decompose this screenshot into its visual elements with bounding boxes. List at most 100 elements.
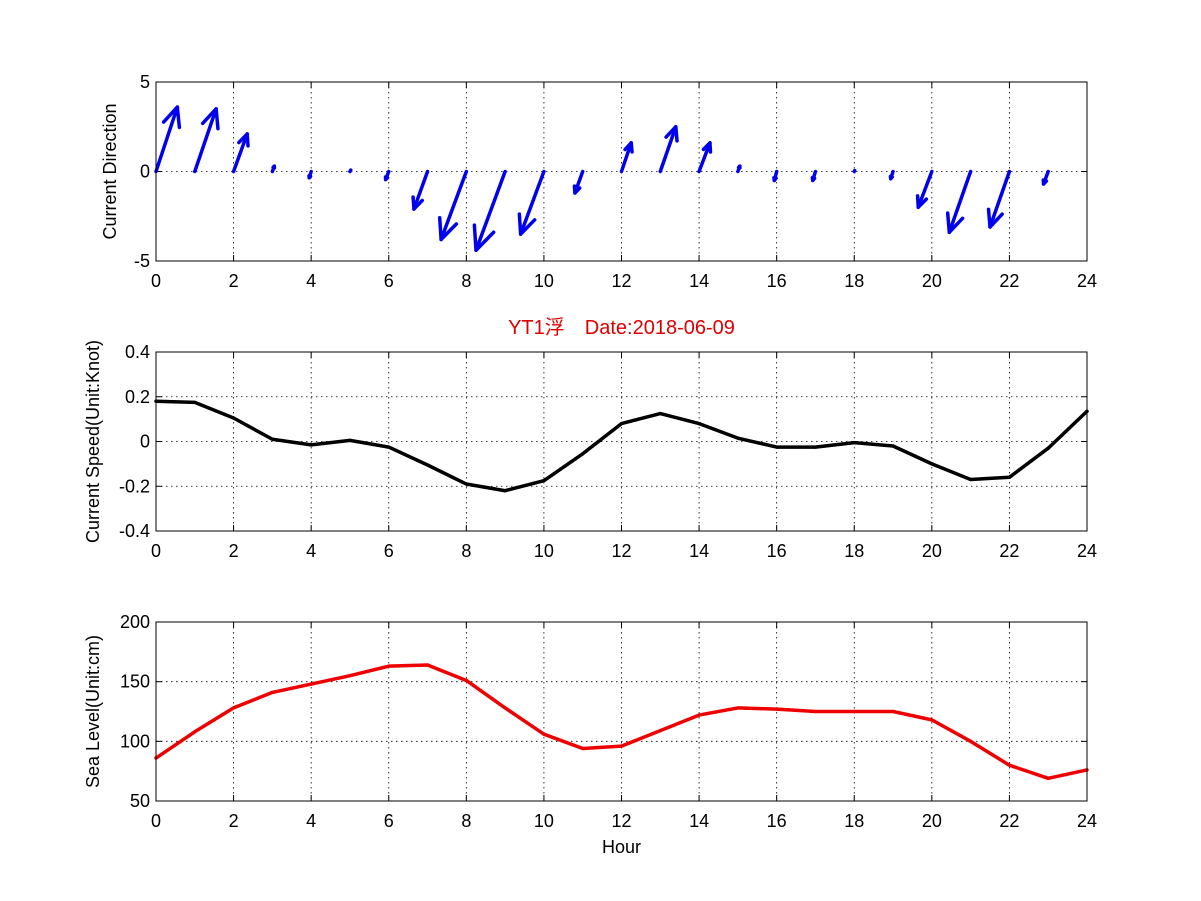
current-vector-shaft xyxy=(518,169,546,236)
current-vector-arrow xyxy=(658,125,679,174)
current-vector-arrow xyxy=(915,169,934,210)
sea-level-data-point xyxy=(581,746,585,751)
sea-level-plot-area xyxy=(156,622,1087,801)
speed-data-point xyxy=(503,489,507,493)
sea-level-x-tick-label: 12 xyxy=(611,811,631,831)
current-vector-head xyxy=(161,105,182,130)
speed-data-point xyxy=(348,438,352,442)
speed-data-point xyxy=(309,443,313,447)
current-vector-arrow xyxy=(307,169,313,180)
speed-data-point xyxy=(231,416,236,420)
sea-level-data-point xyxy=(852,709,856,714)
current-vector-head xyxy=(437,216,459,242)
current-vector-head xyxy=(664,125,679,143)
speed-data-point xyxy=(852,441,856,445)
current-vector-head xyxy=(945,211,965,235)
sea-level-data-point xyxy=(270,690,274,695)
sea-level-x-tick-label: 10 xyxy=(534,811,554,831)
sea-level-x-tick-label: 24 xyxy=(1077,811,1097,831)
current-vector-arrow xyxy=(572,169,585,195)
speed-x-tick-label: 18 xyxy=(844,541,864,561)
current-vector-shaft xyxy=(412,169,430,211)
sea-level-data-point xyxy=(1007,763,1012,767)
speed-y-tick-label: -0.4 xyxy=(119,521,150,541)
sea-level-y-tick-label: 50 xyxy=(130,791,150,811)
sea-level-x-tick-label: 18 xyxy=(844,811,864,831)
sea-level-data-point xyxy=(542,732,546,736)
speed-y-axis-label: Current Speed(Unit:Knot) xyxy=(83,340,103,543)
sea-level-data-point xyxy=(348,674,352,678)
speed-y-tick-label: 0.4 xyxy=(125,342,150,362)
direction-x-tick-label: 24 xyxy=(1077,271,1097,291)
speed-data-point xyxy=(1046,446,1050,450)
current-vector-head xyxy=(472,223,496,253)
current-vector-head xyxy=(200,107,220,131)
direction-axes-frame xyxy=(155,81,1088,262)
speed-x-tick-label: 8 xyxy=(461,541,471,561)
direction-x-tick-label: 20 xyxy=(922,271,942,291)
current-vector-arrow xyxy=(945,169,973,235)
speed-data-point xyxy=(1007,475,1012,479)
sea-level-data-point xyxy=(503,706,507,710)
sea-level-x-tick-label: 6 xyxy=(384,811,394,831)
current-vector-arrow xyxy=(517,169,546,236)
current-vector-arrow xyxy=(772,169,779,183)
current-vector-shaft xyxy=(193,107,218,174)
sea-level-data-point xyxy=(193,730,197,734)
speed-data-point xyxy=(813,445,818,449)
direction-x-tick-label: 0 xyxy=(151,271,161,291)
sea-level-data-point xyxy=(813,709,818,714)
speed-data-point xyxy=(581,452,585,456)
current-vector-head xyxy=(1041,178,1049,186)
direction-y-tick-label: 0 xyxy=(140,162,150,182)
sea-level-data-point xyxy=(697,713,701,717)
speed-y-tick-label: -0.2 xyxy=(119,476,150,496)
sea-level-data-point xyxy=(1046,776,1050,780)
current-vector-head xyxy=(701,141,713,154)
speed-data-point xyxy=(464,482,468,486)
speed-x-tick-label: 22 xyxy=(999,541,1019,561)
sea-level-data-point xyxy=(387,664,391,668)
speed-data-point xyxy=(697,422,701,426)
speed-y-tick-label: 0.2 xyxy=(125,387,150,407)
speed-data-point xyxy=(969,477,973,482)
sea-level-x-tick-label: 0 xyxy=(151,811,161,831)
current-vector-arrow xyxy=(1041,169,1050,186)
current-vector-head xyxy=(383,175,390,182)
speed-data-point xyxy=(542,479,546,483)
current-vector-head xyxy=(411,195,425,211)
chart-title: YT1浮 Date:2018-06-09 xyxy=(508,316,735,339)
sea-level-y-axis-label: Sea Level(Unit:cm) xyxy=(83,635,103,788)
speed-y-tick-label: 0 xyxy=(140,432,150,452)
sea-level-data-point xyxy=(930,718,934,722)
sea-level-x-axis-label: Hour xyxy=(602,837,641,857)
current-vector-shaft xyxy=(697,141,712,174)
speed-x-tick-label: 12 xyxy=(611,541,631,561)
current-vector-arrow xyxy=(270,164,277,174)
current-vector-arrow xyxy=(437,169,469,242)
current-vector-head xyxy=(307,174,313,180)
direction-x-tick-label: 14 xyxy=(689,271,709,291)
sea-level-data-point xyxy=(309,682,313,686)
speed-x-tick-label: 6 xyxy=(384,541,394,561)
speed-data-point xyxy=(270,437,274,441)
speed-data-point xyxy=(736,436,740,440)
current-vector-head xyxy=(572,184,582,195)
current-vector-shaft xyxy=(154,105,180,174)
current-vector-head xyxy=(986,207,1004,229)
direction-x-tick-label: 16 xyxy=(767,271,787,291)
speed-x-tick-label: 16 xyxy=(767,541,787,561)
current-vector-arrow xyxy=(231,132,250,174)
sea-level-y-tick-label: 100 xyxy=(120,731,150,751)
speed-x-tick-label: 14 xyxy=(689,541,709,561)
current-vector-arrow xyxy=(986,169,1012,229)
speed-x-tick-label: 20 xyxy=(922,541,942,561)
current-vector-arrow xyxy=(348,168,353,174)
sea-level-data-point xyxy=(891,709,895,714)
direction-y-tick-label: -5 xyxy=(134,251,150,271)
direction-x-tick-label: 6 xyxy=(384,271,394,291)
current-vector-shaft xyxy=(231,132,249,174)
